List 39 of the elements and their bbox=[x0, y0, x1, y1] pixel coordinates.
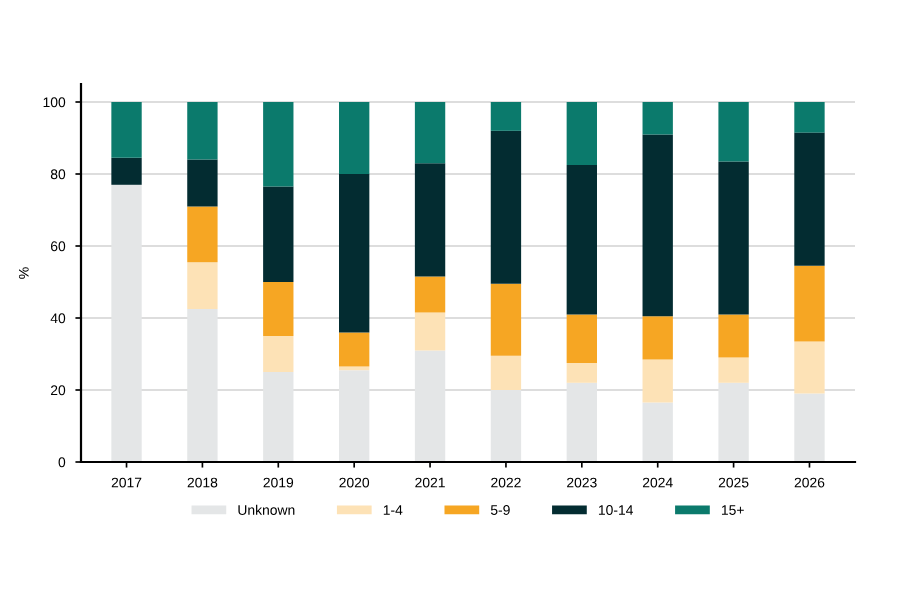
bar bbox=[414, 163, 446, 277]
bar bbox=[490, 355, 522, 390]
bar bbox=[187, 102, 218, 160]
bar bbox=[794, 393, 825, 462]
bar bbox=[718, 102, 749, 162]
bar bbox=[642, 402, 673, 462]
bar bbox=[642, 316, 673, 360]
bar bbox=[490, 283, 522, 356]
bar bbox=[263, 186, 294, 282]
bar bbox=[794, 102, 825, 133]
bar bbox=[566, 102, 597, 165]
bar bbox=[490, 102, 522, 131]
bar bbox=[339, 332, 370, 367]
bar bbox=[642, 359, 673, 403]
bar bbox=[187, 206, 218, 263]
bar bbox=[339, 102, 370, 174]
bar bbox=[566, 363, 597, 383]
bar bbox=[718, 314, 749, 358]
bar bbox=[263, 282, 294, 336]
bar bbox=[566, 165, 597, 315]
bar bbox=[718, 161, 749, 315]
bar bbox=[263, 336, 294, 372]
bar bbox=[794, 132, 825, 266]
bar bbox=[566, 314, 597, 363]
bar bbox=[794, 265, 825, 342]
bar bbox=[414, 276, 446, 313]
bar bbox=[111, 157, 142, 185]
bar bbox=[642, 134, 673, 317]
bar bbox=[263, 102, 294, 187]
bar bbox=[414, 312, 446, 351]
bar bbox=[414, 102, 446, 164]
bar bbox=[642, 102, 673, 135]
bar bbox=[187, 262, 218, 309]
bar bbox=[718, 357, 749, 383]
bar bbox=[490, 130, 522, 284]
bar bbox=[187, 159, 218, 207]
bar bbox=[339, 174, 370, 333]
bar bbox=[111, 102, 142, 158]
bar bbox=[794, 341, 825, 394]
